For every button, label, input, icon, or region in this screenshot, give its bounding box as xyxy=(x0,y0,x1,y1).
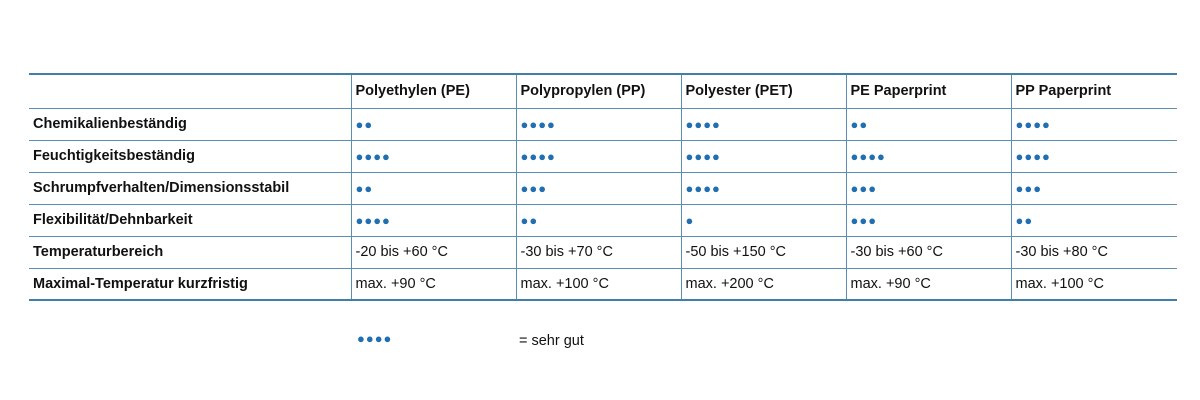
row-label: Chemikalienbeständig xyxy=(29,108,351,141)
row-label: Flexibilität/Dehnbarkeit xyxy=(29,204,351,237)
table-cell: -30 bis +60 °C xyxy=(845,236,1011,269)
rating-dots: ●●● xyxy=(1010,172,1177,205)
table-cell: max. +100 °C xyxy=(1010,268,1177,301)
table-cell: -30 bis +70 °C xyxy=(515,236,681,269)
table-row: Maximal-Temperatur kurzfristig max. +90 … xyxy=(29,268,1177,301)
rating-dots: ●●●● xyxy=(845,140,1011,173)
table-row: Feuchtigkeitsbeständig ●●●● ●●●● ●●●● ●●… xyxy=(29,140,1177,173)
material-comparison-table: Polyethylen (PE) Polypropylen (PP) Polye… xyxy=(29,73,1177,301)
table-cell: max. +90 °C xyxy=(350,268,516,301)
table-cell: -20 bis +60 °C xyxy=(350,236,516,269)
rating-dots: ●●●● xyxy=(680,108,846,141)
table-cell: -50 bis +150 °C xyxy=(680,236,846,269)
rating-dots: ●● xyxy=(350,108,516,141)
rating-dots: ●●●● xyxy=(1010,108,1177,141)
rating-dots: ●●●● xyxy=(350,204,516,237)
rating-dots: ●● xyxy=(515,204,681,237)
header-cell-pp-paperprint: PP Paperprint xyxy=(1010,73,1177,109)
rating-dots: ● xyxy=(680,204,846,237)
rating-dots: ●●●● xyxy=(515,108,681,141)
legend-text: = sehr gut xyxy=(519,333,584,349)
rating-dots: ●●●● xyxy=(680,140,846,173)
table-row: Schrumpfverhalten/Dimensionsstabil ●● ●●… xyxy=(29,172,1177,205)
rating-dots: ●● xyxy=(845,108,1011,141)
rating-dots: ●● xyxy=(1010,204,1177,237)
header-cell-empty xyxy=(29,73,351,109)
row-label: Temperaturbereich xyxy=(29,236,351,269)
table-cell: -30 bis +80 °C xyxy=(1010,236,1177,269)
row-label: Schrumpfverhalten/Dimensionsstabil xyxy=(29,172,351,205)
header-cell-pe: Polyethylen (PE) xyxy=(350,73,516,109)
header-cell-pe-paperprint: PE Paperprint xyxy=(845,73,1011,109)
row-label: Maximal-Temperatur kurzfristig xyxy=(29,268,351,301)
table-row: Chemikalienbeständig ●● ●●●● ●●●● ●● ●●●… xyxy=(29,108,1177,141)
rating-dots: ●●● xyxy=(845,172,1011,205)
rating-dots: ●●●● xyxy=(515,140,681,173)
header-cell-pp: Polypropylen (PP) xyxy=(515,73,681,109)
rating-dots: ●●●● xyxy=(350,140,516,173)
rating-dots: ●● xyxy=(350,172,516,205)
legend-dots: ●●●● xyxy=(357,331,393,346)
table-header-row: Polyethylen (PE) Polypropylen (PP) Polye… xyxy=(29,73,1177,109)
header-cell-pet: Polyester (PET) xyxy=(680,73,846,109)
table-cell: max. +90 °C xyxy=(845,268,1011,301)
rating-dots: ●●● xyxy=(845,204,1011,237)
table-cell: max. +200 °C xyxy=(680,268,846,301)
table-cell: max. +100 °C xyxy=(515,268,681,301)
row-label: Feuchtigkeitsbeständig xyxy=(29,140,351,173)
rating-dots: ●●●● xyxy=(1010,140,1177,173)
table-row: Temperaturbereich -20 bis +60 °C -30 bis… xyxy=(29,236,1177,269)
rating-dots: ●●●● xyxy=(680,172,846,205)
rating-dots: ●●● xyxy=(515,172,681,205)
table-row: Flexibilität/Dehnbarkeit ●●●● ●● ● ●●● ●… xyxy=(29,204,1177,237)
